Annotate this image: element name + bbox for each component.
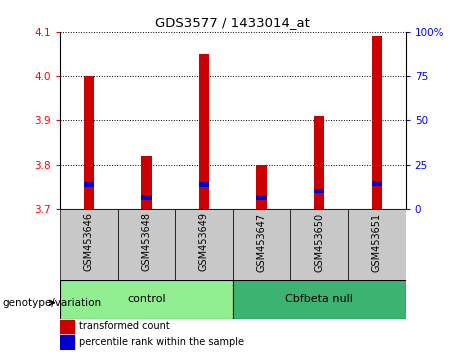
Text: Cbfbeta null: Cbfbeta null — [285, 294, 353, 304]
Bar — [256, 195, 267, 200]
Text: GSM453651: GSM453651 — [372, 212, 382, 272]
Text: GSM453646: GSM453646 — [84, 212, 94, 272]
Bar — [372, 181, 382, 186]
Bar — [199, 54, 209, 209]
Bar — [372, 36, 382, 209]
Text: transformed count: transformed count — [79, 321, 170, 331]
Title: GDS3577 / 1433014_at: GDS3577 / 1433014_at — [155, 16, 310, 29]
Bar — [256, 165, 267, 209]
Text: genotype/variation: genotype/variation — [2, 298, 101, 308]
Text: GSM453648: GSM453648 — [142, 212, 151, 272]
Text: GSM453647: GSM453647 — [257, 212, 266, 272]
Bar — [83, 182, 94, 187]
Bar — [60, 320, 74, 333]
Bar — [348, 209, 406, 280]
Text: GSM453649: GSM453649 — [199, 212, 209, 272]
Bar — [233, 280, 406, 319]
Bar — [290, 209, 348, 280]
Text: control: control — [127, 294, 165, 304]
Bar — [60, 336, 74, 349]
Bar — [141, 195, 152, 200]
Bar — [60, 280, 233, 319]
Bar — [83, 76, 94, 209]
Text: percentile rank within the sample: percentile rank within the sample — [79, 337, 244, 347]
Bar — [314, 116, 325, 209]
Bar — [199, 182, 209, 187]
Bar — [314, 189, 325, 193]
Bar — [118, 209, 175, 280]
Text: GSM453650: GSM453650 — [314, 212, 324, 272]
Bar — [175, 209, 233, 280]
Bar — [60, 209, 118, 280]
Bar — [233, 209, 290, 280]
Bar — [141, 156, 152, 209]
